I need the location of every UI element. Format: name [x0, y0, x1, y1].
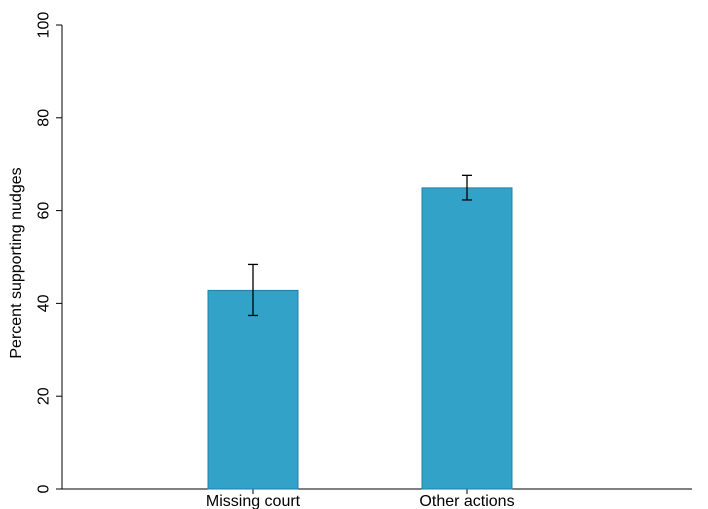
bar-other-actions: [421, 187, 513, 490]
y-tick-label: 80: [36, 109, 53, 127]
y-tick-label: 40: [36, 294, 53, 312]
error-bars-group: [248, 174, 472, 317]
y-tick-label: 100: [36, 12, 53, 39]
x-axis: Missing court Other actions: [62, 488, 692, 509]
x-category-label: Missing court: [206, 493, 301, 509]
bar-missing-court: [207, 289, 299, 490]
error-bar: [248, 263, 258, 317]
y-tick-label: 20: [36, 387, 53, 405]
y-tick-label: 60: [36, 202, 53, 220]
y-axis-title: Percent supporting nudges: [8, 167, 25, 358]
y-axis: 0 20 40 60 80 100: [36, 12, 63, 493]
x-category-label: Other actions: [419, 493, 514, 509]
bars-group: [207, 187, 513, 490]
y-tick-label: 0: [36, 484, 53, 493]
error-bar: [462, 174, 472, 201]
